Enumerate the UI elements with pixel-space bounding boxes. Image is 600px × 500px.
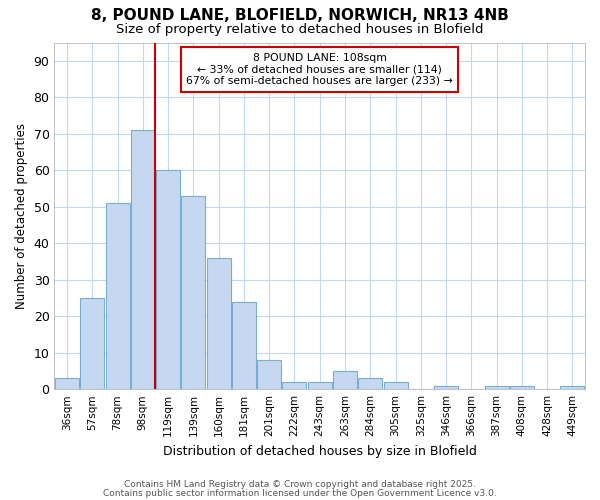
Bar xyxy=(156,170,180,389)
Text: Size of property relative to detached houses in Blofield: Size of property relative to detached ho… xyxy=(116,22,484,36)
Text: Contains public sector information licensed under the Open Government Licence v3: Contains public sector information licen… xyxy=(103,488,497,498)
Bar xyxy=(560,386,584,389)
Bar xyxy=(434,386,458,389)
Bar xyxy=(181,196,205,389)
Bar xyxy=(80,298,104,389)
Bar xyxy=(257,360,281,389)
Bar xyxy=(283,382,307,389)
Bar xyxy=(232,302,256,389)
Text: Contains HM Land Registry data © Crown copyright and database right 2025.: Contains HM Land Registry data © Crown c… xyxy=(124,480,476,489)
Bar xyxy=(308,382,332,389)
Bar xyxy=(485,386,509,389)
Text: 8, POUND LANE, BLOFIELD, NORWICH, NR13 4NB: 8, POUND LANE, BLOFIELD, NORWICH, NR13 4… xyxy=(91,8,509,22)
Bar xyxy=(510,386,534,389)
Bar xyxy=(55,378,79,389)
Bar xyxy=(383,382,407,389)
Bar xyxy=(333,371,357,389)
X-axis label: Distribution of detached houses by size in Blofield: Distribution of detached houses by size … xyxy=(163,444,476,458)
Text: 8 POUND LANE: 108sqm
← 33% of detached houses are smaller (114)
67% of semi-deta: 8 POUND LANE: 108sqm ← 33% of detached h… xyxy=(187,53,453,86)
Bar xyxy=(206,258,230,389)
Bar xyxy=(106,203,130,389)
Bar xyxy=(358,378,382,389)
Y-axis label: Number of detached properties: Number of detached properties xyxy=(15,123,28,309)
Bar xyxy=(131,130,155,389)
